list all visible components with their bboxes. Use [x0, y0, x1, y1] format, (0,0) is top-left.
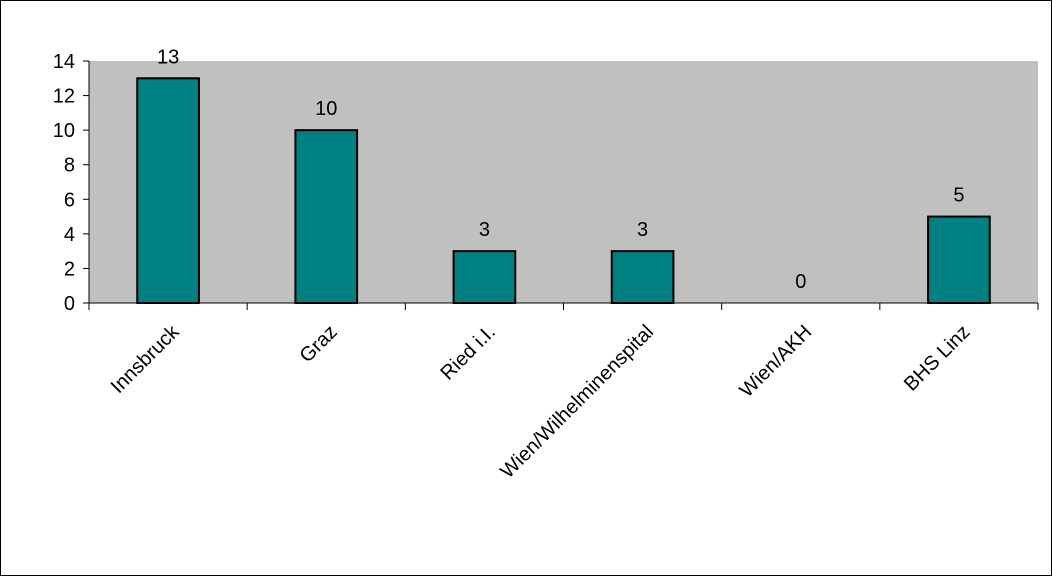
x-tick-label: BHS Linz: [900, 321, 975, 396]
y-tick-label: 6: [64, 189, 75, 211]
x-tick-label: Graz: [296, 321, 342, 367]
y-tick-label: 12: [53, 86, 75, 108]
bar: [294, 129, 359, 304]
x-tick-label: Wien/AKH: [735, 321, 816, 402]
y-tick-label: 10: [53, 120, 75, 142]
x-axis: [88, 302, 1039, 310]
bar: [452, 250, 517, 304]
data-labels: 13 10 3 3 0 5: [157, 46, 965, 293]
bar: [610, 250, 675, 304]
data-label: 3: [637, 219, 648, 241]
y-tick-label: 0: [64, 293, 75, 315]
x-tick-label: Ried i.I.: [436, 321, 500, 385]
data-label: 13: [157, 46, 179, 68]
y-tick-label: 8: [64, 155, 75, 177]
plot-area: [89, 61, 1038, 303]
data-label: 10: [315, 98, 337, 120]
category-labels: Innsbruck Graz Ried i.I.Wien/Wilhelminensp…: [107, 320, 975, 482]
bar: [136, 77, 200, 304]
y-tick-label: 4: [64, 224, 75, 246]
data-label: 3: [479, 219, 490, 241]
bar: [927, 215, 991, 304]
data-label: 0: [795, 271, 806, 293]
y-tick-label: 2: [64, 258, 75, 280]
data-label: 5: [953, 185, 964, 207]
x-tick-label: Wien/Wilhelminenspital: [496, 321, 658, 483]
bar-series: [136, 77, 991, 304]
x-tick-label: Innsbruck: [107, 320, 185, 398]
y-axis: 0 2 4 6 8 10 12 14: [53, 51, 90, 315]
y-tick-label: 14: [53, 51, 75, 73]
